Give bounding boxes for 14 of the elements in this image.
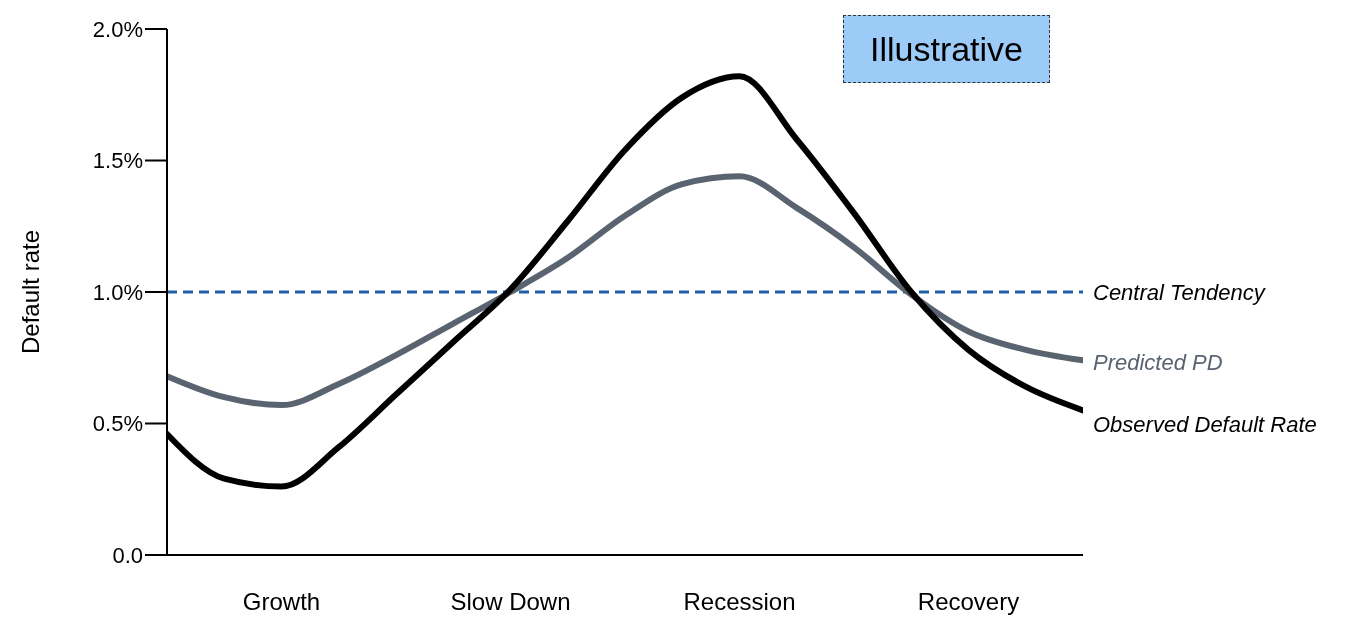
y-tick-label: 2.0%	[92, 16, 143, 42]
x-tick-label: Slow Down	[450, 588, 571, 616]
series-label: Predicted PD	[1093, 350, 1223, 376]
annotation: Illustrative	[843, 15, 1050, 83]
y-tick-label: 1.5%	[92, 148, 143, 174]
y-tick-label: 0.0	[112, 542, 143, 568]
series-label: Observed Default Rate	[1093, 412, 1317, 438]
x-tick-label: Growth	[242, 588, 321, 616]
ref-line-label: Central Tendency	[1093, 279, 1267, 305]
x-tick-label: Recovery	[917, 588, 1020, 616]
y-tick-label: 0.5%	[92, 411, 143, 437]
x-tick-label: Recession	[683, 588, 796, 616]
y-tick-label: 1.0%	[92, 279, 143, 305]
y-axis-title: Default rate	[16, 229, 44, 355]
